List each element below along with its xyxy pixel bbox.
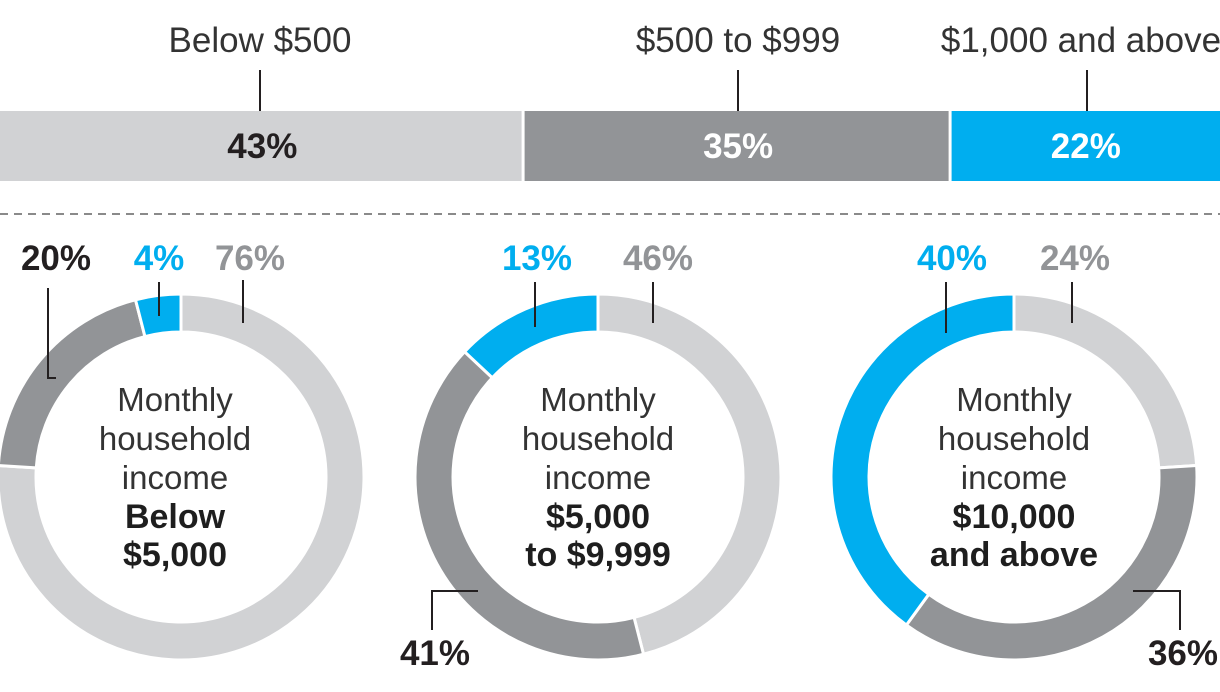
- slice-label-0: 46%: [623, 239, 693, 278]
- slice-label-2: 13%: [502, 239, 572, 278]
- donut-below-5000: Monthly household income Below $5,000 76…: [0, 239, 366, 662]
- donut-arcs: [413, 292, 783, 662]
- donut-center-line-2: income: [122, 459, 228, 496]
- donut-slice-0: [596, 292, 783, 657]
- slice-label-1: 36%: [1148, 634, 1218, 673]
- bar-segments: 43% 35% 22%: [0, 111, 1220, 181]
- slice-leader-1: [431, 590, 478, 630]
- donut-center-bold-1: to $9,999: [525, 536, 671, 574]
- stacked-bar: Below $500 $500 to $999 $1,000 and above…: [0, 21, 1220, 181]
- slice-label-1: 20%: [21, 239, 91, 278]
- bar-value-label-0: 43%: [227, 127, 297, 166]
- donut-center-line-1: household: [938, 420, 1090, 457]
- donut-10000-and-above: Monthly household income $10,000 and abo…: [829, 239, 1218, 673]
- bar-segment-2: [951, 111, 1220, 181]
- donut-center-bold-1: $5,000: [123, 536, 227, 574]
- slice-label-1: 41%: [400, 634, 470, 673]
- donut-center-bold-0: Below: [125, 498, 226, 536]
- slice-leader-1: [1133, 590, 1181, 630]
- bar-category-label-1: $500 to $999: [636, 21, 840, 60]
- slice-label-0: 24%: [1040, 239, 1110, 278]
- donut-slice-0: [0, 292, 366, 662]
- slice-label-2: 4%: [134, 239, 185, 278]
- bar-value-label-2: 22%: [1051, 127, 1121, 166]
- donut-arcs: [829, 292, 1199, 662]
- donut-center-line-2: income: [961, 459, 1067, 496]
- slice-label-0: 76%: [215, 239, 285, 278]
- bar-category-label-2: $1,000 and above: [941, 21, 1220, 60]
- donut-arcs: [0, 292, 366, 662]
- donut-center-line-1: household: [522, 420, 674, 457]
- bar-segment-0: [0, 111, 522, 181]
- donut-center-line-0: Monthly: [540, 381, 656, 418]
- bar-value-label-1: 35%: [703, 127, 773, 166]
- donut-center-line-2: income: [545, 459, 651, 496]
- donut-center-line-0: Monthly: [117, 381, 233, 418]
- donut-center-bold-0: $5,000: [546, 498, 650, 536]
- donut-slice-2: [462, 292, 600, 380]
- slice-label-2: 40%: [917, 239, 987, 278]
- donut-center-bold-1: and above: [930, 536, 1098, 574]
- bar-category-label-0: Below $500: [169, 21, 352, 60]
- donut-slice-2: [829, 292, 1016, 628]
- donut-center-bold-0: $10,000: [953, 498, 1076, 536]
- slice-leader-1: [47, 288, 56, 379]
- bar-category-labels: Below $500 $500 to $999 $1,000 and above: [169, 21, 1220, 111]
- donut-5000-to-9999: Monthly household income $5,000 to $9,99…: [400, 239, 783, 673]
- donut-center-line-0: Monthly: [956, 381, 1072, 418]
- bar-segment-1: [524, 111, 949, 181]
- donut-center-line-1: household: [99, 420, 251, 457]
